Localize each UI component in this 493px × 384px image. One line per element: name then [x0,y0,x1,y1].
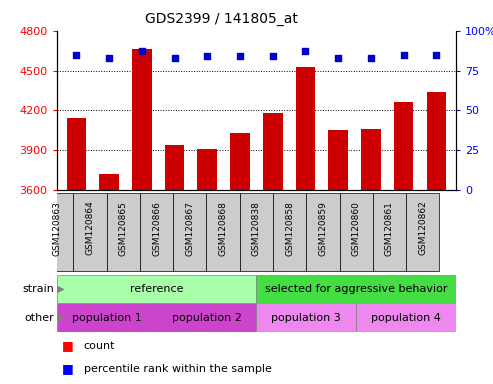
Bar [328,130,348,190]
Point [236,53,244,59]
Bar [173,194,207,271]
Bar [426,92,446,190]
Text: selected for aggressive behavior: selected for aggressive behavior [265,284,448,294]
Bar [361,129,381,190]
Bar [256,275,456,303]
Bar [273,194,306,271]
Bar [256,303,356,332]
Text: GSM120860: GSM120860 [352,201,361,255]
Text: GDS2399 / 141805_at: GDS2399 / 141805_at [145,12,298,25]
Point [302,48,310,55]
Text: ■: ■ [62,362,73,375]
Text: population 1: population 1 [72,313,141,323]
Bar [57,303,157,332]
Text: other: other [25,313,54,323]
Bar [240,194,273,271]
Point [367,55,375,61]
Point [269,53,277,59]
Bar [165,145,184,190]
Point [171,55,178,61]
Bar [99,174,119,190]
Text: GSM120838: GSM120838 [252,201,261,255]
Text: population 3: population 3 [272,313,341,323]
Text: GSM120863: GSM120863 [52,201,61,255]
Text: ▶: ▶ [54,313,65,323]
Bar [263,113,282,190]
Bar [67,118,86,190]
Bar [40,194,73,271]
Text: GSM120865: GSM120865 [119,201,128,255]
Text: GSM120868: GSM120868 [218,201,228,255]
Bar [197,149,217,190]
Point [105,55,113,61]
Text: ■: ■ [62,339,73,352]
Point [203,53,211,59]
Bar [157,303,256,332]
Point [138,48,146,55]
Bar [207,194,240,271]
Text: percentile rank within the sample: percentile rank within the sample [84,364,272,374]
Bar [106,194,140,271]
Text: ▶: ▶ [54,284,65,294]
Bar [373,194,406,271]
Bar [140,194,173,271]
Bar [356,303,456,332]
Bar [132,49,152,190]
Bar [394,103,414,190]
Text: GSM120861: GSM120861 [385,201,394,255]
Text: GSM120866: GSM120866 [152,201,161,255]
Bar [340,194,373,271]
Text: GSM120858: GSM120858 [285,201,294,255]
Point [334,55,342,61]
Text: strain: strain [22,284,54,294]
Text: GSM120862: GSM120862 [418,201,427,255]
Text: population 4: population 4 [371,313,441,323]
Text: GSM120864: GSM120864 [85,201,95,255]
Point [400,51,408,58]
Text: GSM120867: GSM120867 [185,201,194,255]
Bar [296,66,316,190]
Bar [230,133,250,190]
Bar [406,194,439,271]
Bar [57,275,256,303]
Point [432,51,440,58]
Text: count: count [84,341,115,351]
Text: reference: reference [130,284,183,294]
Text: GSM120859: GSM120859 [318,201,327,255]
Bar [306,194,340,271]
Bar [73,194,106,271]
Point [72,51,80,58]
Text: population 2: population 2 [172,313,242,323]
